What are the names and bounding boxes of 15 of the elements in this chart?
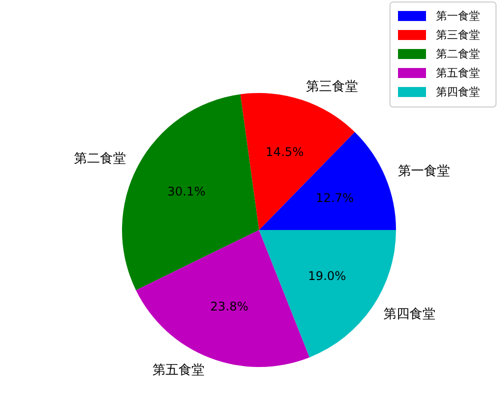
slice-label: 第一食堂 [398, 164, 450, 180]
data-label: 23.8% [210, 300, 248, 314]
data-label: 30.1% [167, 184, 206, 198]
slice-label: 第四食堂 [384, 307, 436, 322]
data-label: 19.0% [308, 269, 346, 284]
data-label: 14.5% [266, 144, 304, 159]
legend-label: 第二食堂 [436, 48, 480, 60]
slice-label: 第二食堂 [74, 152, 126, 167]
data-label: 12.7% [316, 191, 354, 206]
legend-label: 第三食堂 [436, 28, 480, 42]
slice-label: 第五食堂 [152, 363, 205, 378]
slice-label: 第三食堂 [306, 79, 358, 94]
legend-label: 第四食堂 [436, 86, 480, 98]
legend-label: 第一食堂 [436, 10, 480, 22]
legend-label: 第五食堂 [436, 66, 480, 80]
